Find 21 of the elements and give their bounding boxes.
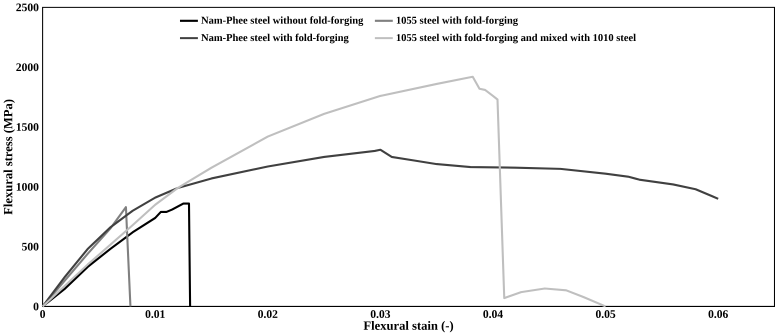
- x-tick-label: 0.05: [596, 310, 616, 318]
- y-tick-label: 1500: [16, 123, 38, 131]
- y-axis-title: Flexural stress (MPa): [4, 100, 15, 215]
- legend-label: 1055 steel with fold-forging and mixed with 1010 steel: [396, 34, 636, 44]
- x-tick-label: 0: [40, 310, 46, 318]
- y-tick-label: 2000: [16, 63, 38, 72]
- legend-label: Nam-Phee steel without fold-forging: [201, 16, 364, 26]
- line-series: [42, 76, 607, 308]
- x-axis-title: Flexural stain (-): [364, 321, 454, 332]
- x-tick-label: 0.02: [258, 310, 278, 318]
- x-tick-label: 0.03: [370, 310, 390, 318]
- legend-label: Nam-Phee steel with fold-forging: [201, 34, 349, 44]
- x-tick-label: 0.01: [146, 310, 165, 318]
- legend-label: 1055 steel with fold-forging: [396, 16, 518, 26]
- y-tick-label: 0: [34, 302, 38, 310]
- x-tick-label: 0.06: [708, 310, 728, 318]
- y-tick-label: 500: [22, 242, 38, 251]
- y-tick-label: 1000: [16, 182, 38, 191]
- x-tick-label: 0.04: [483, 310, 503, 318]
- y-tick-label: 2500: [16, 4, 38, 12]
- line-series: [42, 148, 720, 308]
